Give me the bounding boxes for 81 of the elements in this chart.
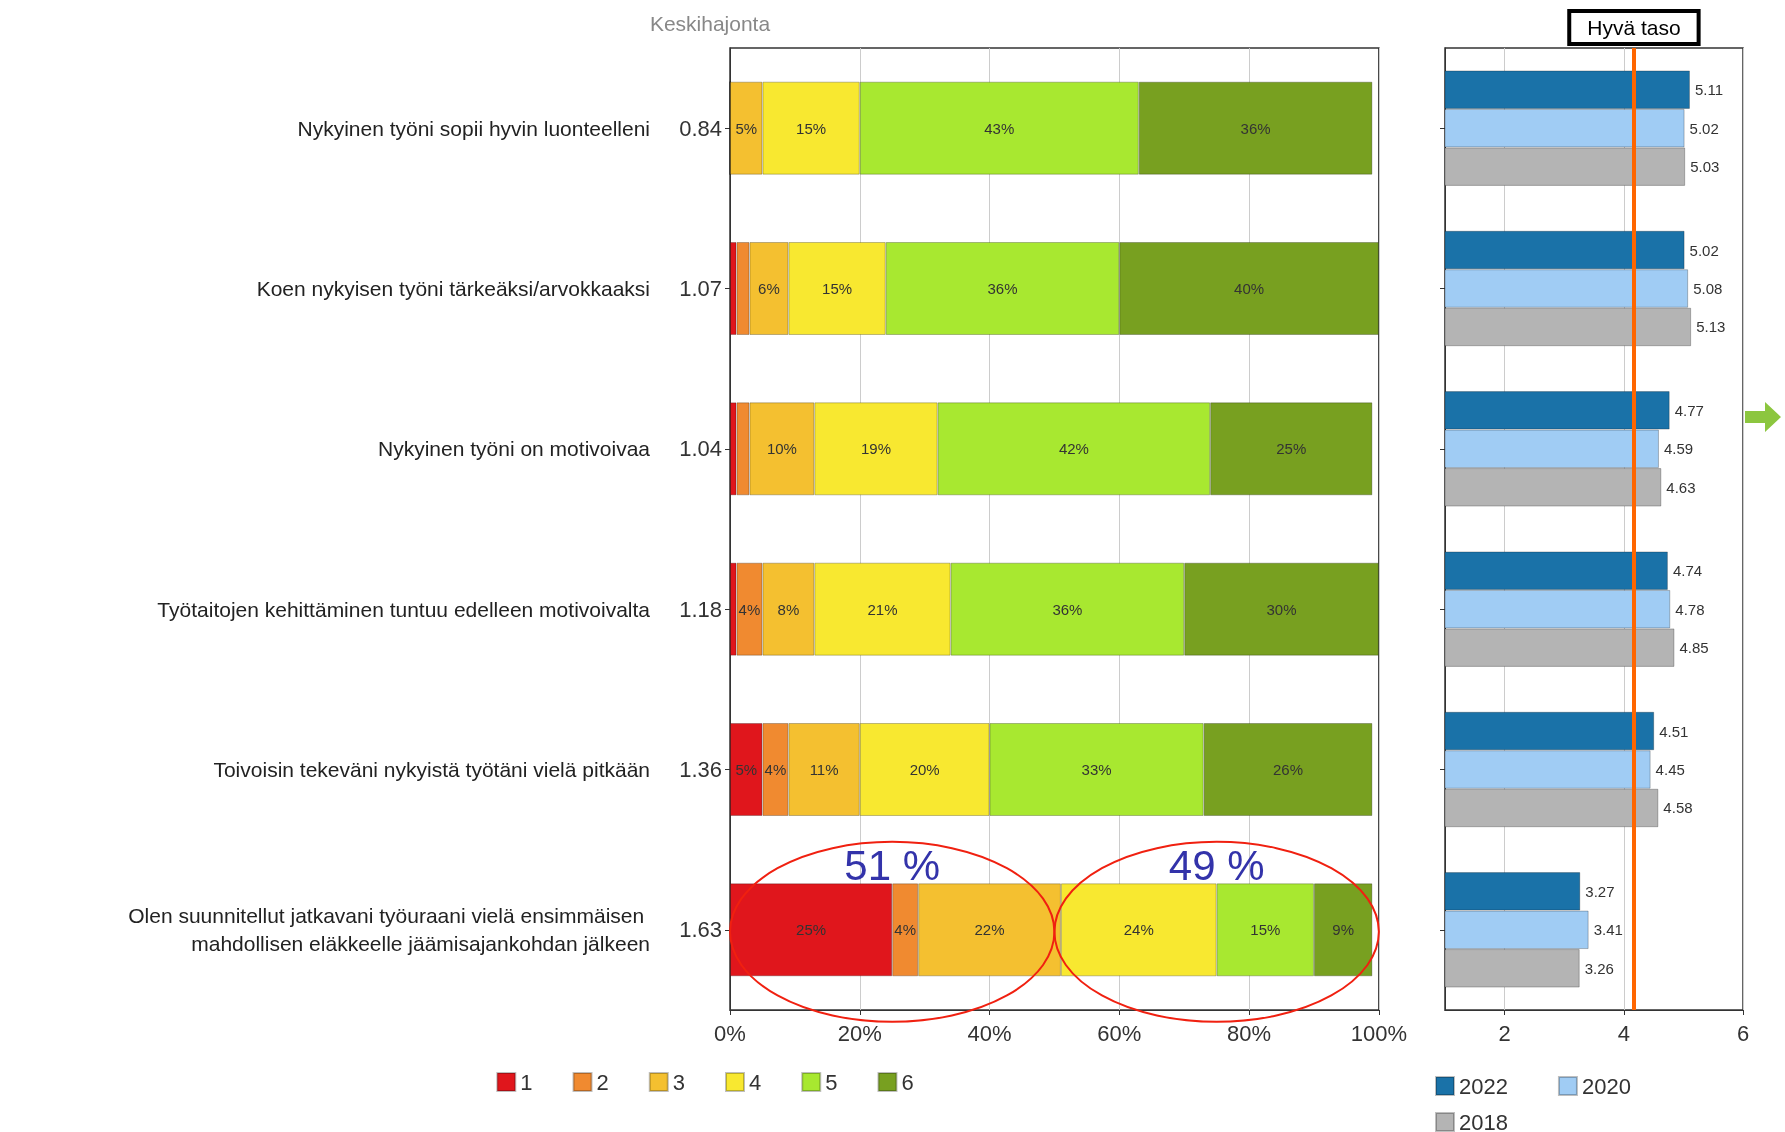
data-label: 4.59 <box>1663 440 1694 458</box>
data-label: 5.02 <box>1689 119 1719 137</box>
data-label: 8% <box>777 600 800 618</box>
data-label: 36% <box>1052 600 1083 618</box>
data-label: 24% <box>1123 921 1154 939</box>
y2-tick-label: 1.63 <box>679 917 722 943</box>
data-label: 3.27 <box>1585 882 1615 900</box>
x-tick-label: 2 <box>1498 1020 1511 1046</box>
data-label: 33% <box>1081 761 1112 778</box>
data-label: 5.08 <box>1693 280 1723 297</box>
data-label: 4.58 <box>1663 799 1693 817</box>
y-tick-label: Nykyinen työni on motivoivaa <box>378 437 651 461</box>
data-label: 36% <box>987 280 1018 297</box>
data-label: 15% <box>1250 921 1281 939</box>
data-label: 3.26 <box>1584 959 1614 977</box>
x-tick-label: 60% <box>1097 1020 1142 1046</box>
data-label: 20% <box>909 761 940 778</box>
x-tick-label: 80% <box>1227 1020 1272 1046</box>
data-label: 26% <box>1273 761 1304 778</box>
x-tick-label: 100% <box>1350 1020 1408 1046</box>
x-tick-label: 0% <box>714 1020 746 1046</box>
data-label: 10% <box>766 440 797 458</box>
y-tick-label: Nykyinen työni sopii hyvin luonteelleni <box>297 116 650 140</box>
data-label: 4.63 <box>1666 478 1696 496</box>
x-tick-label: 6 <box>1736 1020 1750 1046</box>
y2-tick-label: 1.04 <box>679 436 722 462</box>
data-label: 30% <box>1266 600 1297 618</box>
data-label: 4% <box>764 761 787 778</box>
data-label: 3.41 <box>1593 921 1623 939</box>
data-label: 4.78 <box>1675 600 1705 618</box>
x-tick-label: 20% <box>837 1020 882 1046</box>
data-label: 43% <box>984 119 1015 137</box>
data-label: 4% <box>894 921 917 939</box>
data-label: 6% <box>758 280 780 297</box>
data-label: 11% <box>809 761 839 778</box>
data-label: 40% <box>1234 280 1265 297</box>
x-tick-label: 40% <box>967 1020 1012 1046</box>
data-label: 9% <box>1332 921 1355 939</box>
legend-label: 6 <box>901 1069 914 1095</box>
x-tick-label: 4 <box>1617 1020 1630 1046</box>
legend-label: 2 <box>596 1069 609 1095</box>
data-label: 4.51 <box>1659 722 1689 740</box>
data-label: 5.02 <box>1689 241 1719 259</box>
y2-axis-title: Keskihajonta <box>649 12 771 35</box>
y2-tick-label: 1.36 <box>679 757 722 782</box>
data-label: 4% <box>738 600 761 618</box>
legend-label: 2018 <box>1459 1109 1508 1132</box>
annotation: 49 % <box>1168 841 1265 889</box>
data-label: 5.13 <box>1696 318 1726 336</box>
y2-tick-label: 0.84 <box>679 115 722 141</box>
legend-label: 5 <box>825 1069 838 1095</box>
data-label: 4.74 <box>1672 562 1703 580</box>
data-label: 15% <box>822 280 853 297</box>
data-label: 15% <box>796 119 827 137</box>
y-tick-label: Koen nykyisen työni tärkeäksi/arvokkaaksi <box>256 277 650 300</box>
y-tick-label: Olen suunnitellut jatkavani työuraani vielä ensimmäisen mahdollisen eläkkeelle jäämisajankohdan jälkeen <box>128 904 650 956</box>
data-label: 5% <box>735 119 758 137</box>
legend-label: 4 <box>749 1069 762 1095</box>
data-label: 4.85 <box>1679 639 1709 657</box>
data-label: 5.03 <box>1690 158 1720 176</box>
y-tick-label: Toivoisin tekeväni nykyistä työtäni vielä pitkään <box>213 758 650 781</box>
legend-label: 1 <box>520 1069 533 1095</box>
data-label: 25% <box>796 921 827 939</box>
ref-line-label: Hyvä taso <box>1587 16 1681 39</box>
data-label: 4.45 <box>1655 761 1685 778</box>
data-label: 19% <box>860 440 892 458</box>
legend-label: 2022 <box>1459 1073 1508 1099</box>
data-label: 5.11 <box>1694 81 1724 99</box>
data-label: 5% <box>735 761 758 778</box>
y2-tick-label: 1.18 <box>679 596 722 622</box>
annotation: 51 % <box>844 841 941 889</box>
data-label: 36% <box>1240 119 1271 137</box>
data-label: 21% <box>867 600 898 618</box>
data-label: 42% <box>1058 440 1089 458</box>
legend-label: 2020 <box>1581 1073 1631 1099</box>
data-label: 25% <box>1276 440 1307 458</box>
y2-tick-label: 1.07 <box>679 276 722 301</box>
y-tick-label: Työtaitojen kehittäminen tuntuu edelleen motivoivalta <box>157 597 651 621</box>
data-label: 22% <box>974 921 1005 939</box>
legend-label: 3 <box>672 1069 686 1095</box>
data-label: 4.77 <box>1674 401 1704 419</box>
